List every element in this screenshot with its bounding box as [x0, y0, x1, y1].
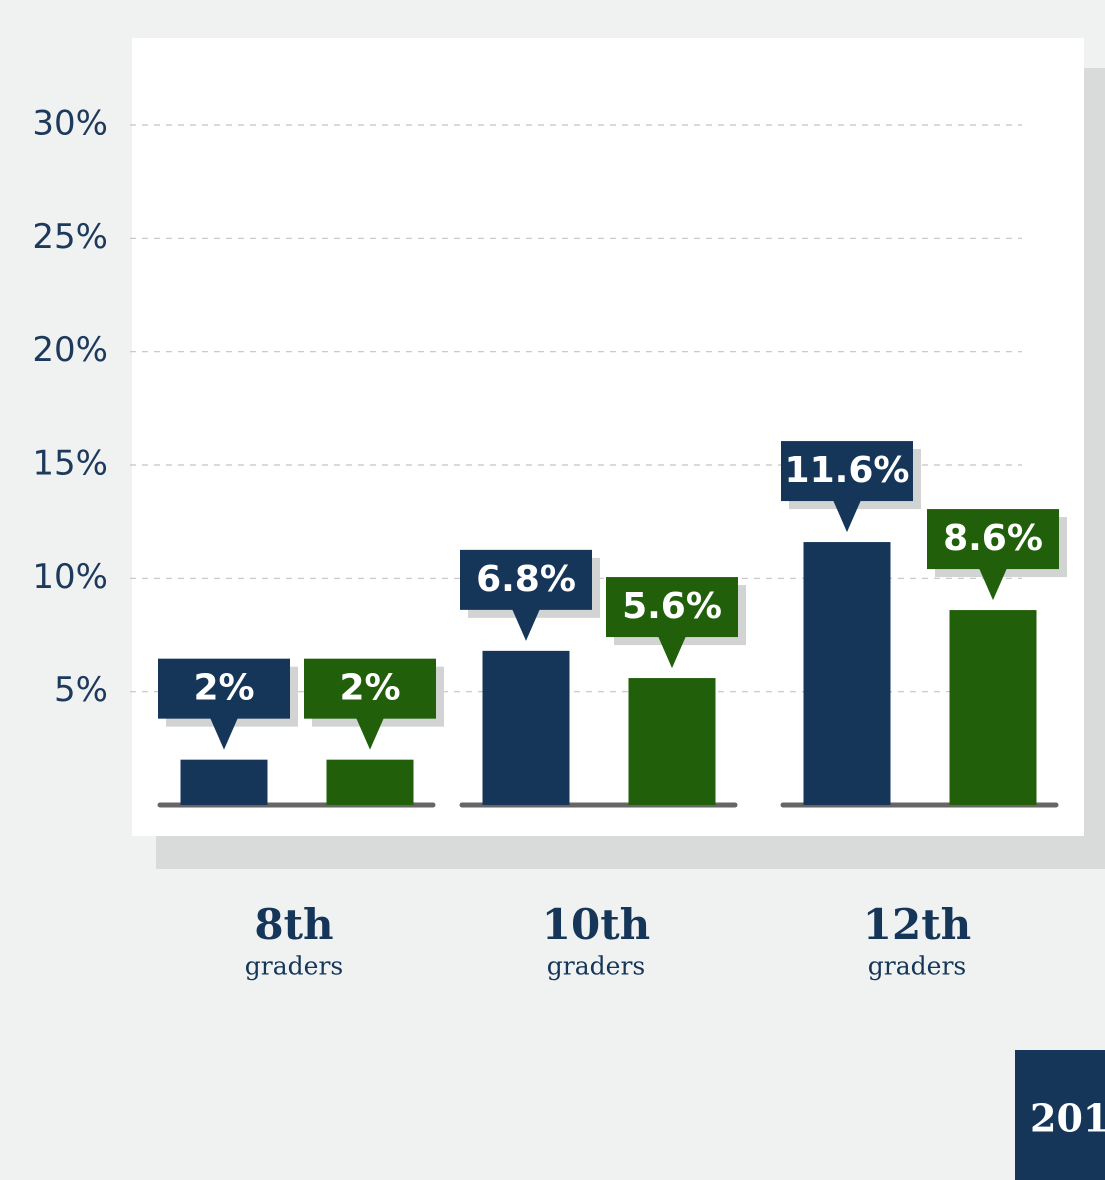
corner-label: 201 [1030, 1096, 1105, 1141]
callout-pointer [658, 636, 686, 669]
callout-pointer [833, 500, 861, 533]
x-tick-sublabel: graders [547, 952, 645, 981]
x-tick-label: 8th [254, 900, 333, 949]
value-label: 2% [193, 668, 254, 709]
callout [927, 509, 1059, 570]
y-tick-label: 30% [32, 104, 108, 144]
callout-pointer [356, 717, 384, 750]
value-label: 5.6% [622, 586, 722, 627]
value-label: 8.6% [943, 518, 1043, 559]
callout-pointer [512, 608, 540, 641]
callout [606, 577, 738, 638]
bar [180, 759, 268, 805]
y-tick-label: 5% [54, 670, 108, 710]
callout [158, 658, 290, 719]
bar [949, 610, 1037, 805]
callout-pointer [210, 717, 238, 750]
x-tick-label: 10th [542, 900, 650, 949]
y-tick-label: 25% [32, 217, 108, 257]
callout [304, 658, 436, 719]
value-label: 6.8% [476, 559, 576, 600]
value-label: 2% [339, 668, 400, 709]
bar [803, 542, 891, 805]
x-tick-label: 12th [863, 900, 971, 949]
corner-box [1015, 1050, 1105, 1180]
y-tick-label: 20% [32, 330, 108, 370]
callout-pointer [979, 568, 1007, 601]
x-tick-sublabel: graders [868, 952, 966, 981]
y-tick-label: 15% [32, 444, 108, 484]
value-label: 11.6% [785, 450, 910, 491]
callout [781, 441, 913, 502]
y-tick-label: 10% [32, 557, 108, 597]
callout [460, 549, 592, 610]
x-tick-sublabel: graders [245, 952, 343, 981]
bar [482, 650, 570, 805]
bar [628, 678, 716, 805]
bar [326, 759, 414, 805]
